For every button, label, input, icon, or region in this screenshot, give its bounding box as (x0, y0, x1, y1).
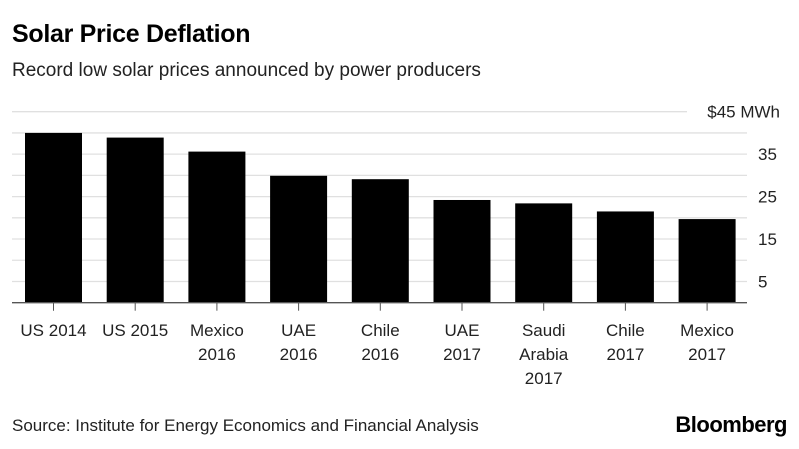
x-tick-label: Arabia (519, 345, 569, 364)
bar (515, 203, 573, 303)
x-tick-label: Saudi (522, 321, 565, 340)
source-note: Source: Institute for Energy Economics a… (12, 416, 479, 435)
bar (106, 137, 164, 303)
y-tick-label: $45 MWh (707, 103, 780, 122)
y-tick-label: 5 (758, 272, 767, 291)
x-tick-label: 2016 (361, 345, 399, 364)
x-tick-label: 2016 (280, 345, 318, 364)
bar (270, 175, 328, 303)
y-tick-label: 25 (758, 188, 777, 207)
y-tick-label: 35 (758, 145, 777, 164)
bar (678, 219, 736, 303)
x-tick-label: 2017 (688, 345, 726, 364)
x-tick-label: US 2015 (102, 321, 168, 340)
bar (25, 132, 82, 303)
x-tick-label: Chile (361, 321, 400, 340)
x-tick-label: Chile (606, 321, 645, 340)
x-tick-label: UAE (445, 321, 480, 340)
chart-title: Solar Price Deflation (12, 20, 251, 48)
x-tick-label: UAE (281, 321, 316, 340)
chart-subtitle: Record low solar prices announced by pow… (12, 60, 481, 81)
bar (596, 211, 654, 303)
x-tick-label: US 2014 (20, 321, 86, 340)
x-tick-label: Mexico (190, 321, 244, 340)
bloomberg-logo: Bloomberg (675, 412, 787, 437)
bar (188, 151, 246, 303)
x-tick-label: 2016 (198, 345, 236, 364)
x-tick-label: 2017 (525, 369, 563, 388)
y-tick-label: 15 (758, 230, 777, 249)
x-tick-label: 2017 (443, 345, 481, 364)
bar (351, 179, 409, 303)
x-tick-label: 2017 (606, 345, 644, 364)
bar (433, 199, 491, 303)
x-tick-label: Mexico (680, 321, 734, 340)
